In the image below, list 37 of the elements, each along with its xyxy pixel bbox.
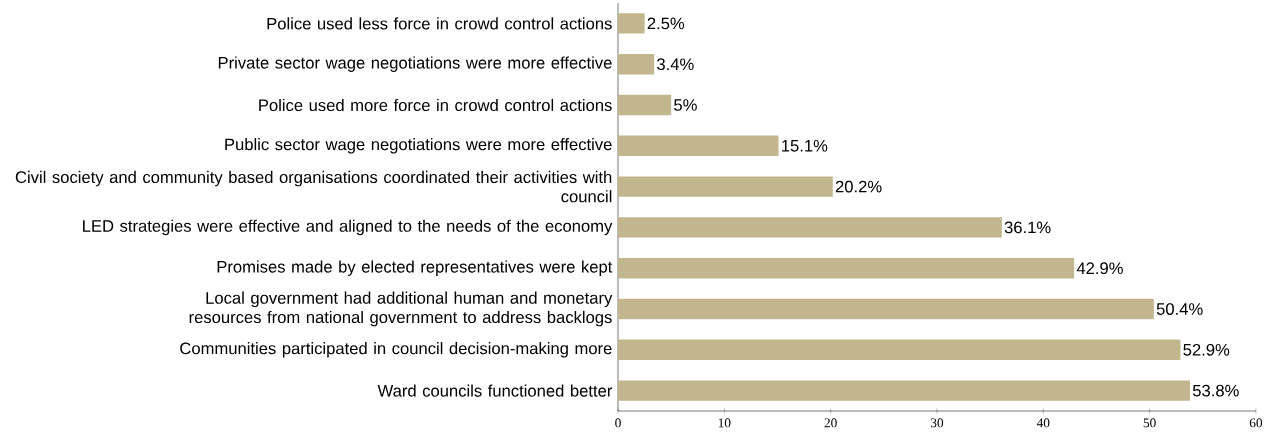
y-tick-label: Police used less force in crowd control actions (267, 17, 612, 30)
bar (618, 380, 1191, 402)
data-label: 15.1% (782, 140, 828, 152)
bar (618, 299, 1154, 320)
x-tick-label: 60 (1249, 418, 1263, 428)
x-tick-label: 40 (1036, 418, 1050, 428)
bar (618, 95, 672, 116)
x-tick-label: 30 (930, 418, 944, 428)
bar (618, 176, 833, 198)
y-tick-label: Ward councils functioned better (377, 384, 613, 397)
y-tick-label: Private sector wage negotiations were more effective (218, 56, 612, 73)
data-label: 53.8% (1192, 384, 1239, 397)
bar (618, 135, 779, 157)
y-tick-label: Promises made by elected representatives were kept (217, 260, 613, 277)
x-tick-label: 50 (1143, 418, 1156, 428)
x-tick-label: 0 (615, 418, 621, 428)
data-label: 3.4% (657, 58, 694, 71)
bar (618, 54, 655, 75)
y-tick-label: LED strategies were effective and aligned to the needs of the economy (83, 219, 613, 236)
x-tick-label: 10 (718, 418, 731, 428)
y-tick-label: Communities participated in council decision-making more (180, 342, 612, 358)
bar (618, 339, 1181, 361)
data-label: 36.1% (1004, 221, 1051, 234)
y-tick-label: Civil society and community based organisations coordinated their activities with council (15, 171, 612, 203)
y-tick-label: Public sector wage negotiations were more effective (225, 138, 612, 154)
data-label: 52.9% (1183, 344, 1230, 356)
bar (618, 217, 1002, 238)
y-tick-label: Police used more force in crowd control actions (259, 99, 612, 112)
x-tick-label: 20 (824, 418, 837, 428)
data-label: 50.4% (1156, 303, 1203, 316)
data-label: 5% (674, 99, 697, 112)
y-tick-label: Local government had additional human and monetary resources from national government to address backlogs (189, 291, 613, 327)
data-label: 20.2% (835, 180, 882, 193)
data-label: 2.5% (647, 17, 685, 30)
bar (618, 13, 645, 34)
bar (618, 258, 1075, 279)
data-label: 42.9% (1076, 262, 1123, 275)
